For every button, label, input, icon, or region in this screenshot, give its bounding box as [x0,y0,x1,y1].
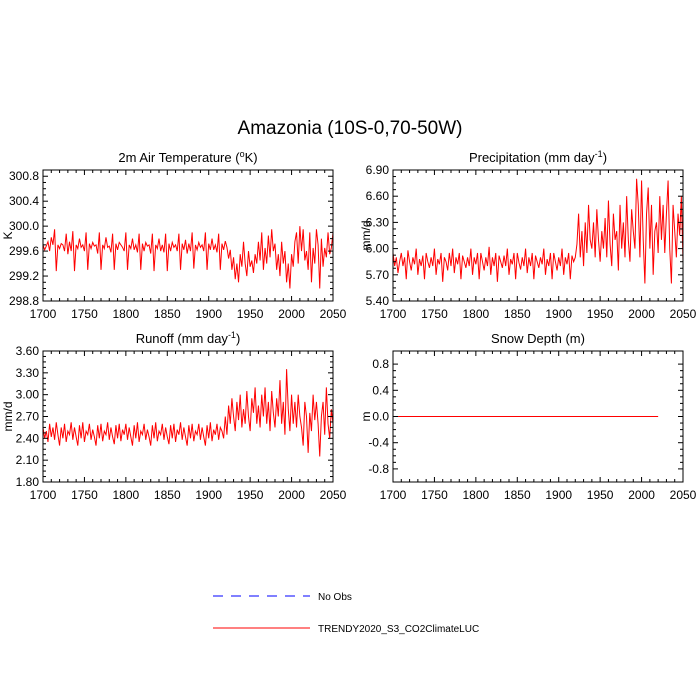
panel-title-main: Runoff (mm day [136,331,229,346]
y-tick-label: 300.0 [9,219,39,233]
y-axis-label: K [1,231,15,239]
panel-title: Runoff (mm day-1) [136,330,241,346]
y-tick-label: 5.70 [366,268,390,282]
panel-title-superscript: -1 [595,149,603,159]
panel-title-main: Snow Depth (m) [491,331,585,346]
y-tick-label: 3.30 [16,366,40,380]
y-tick-label: -0.8 [368,462,389,476]
x-tick-label: 2050 [670,307,697,321]
x-tick-label: 1950 [587,488,614,502]
y-tick-label: 300.8 [9,169,39,183]
y-tick-label: 299.6 [9,244,39,258]
series-line [43,369,333,457]
x-tick-label: 1950 [237,307,264,321]
panel-title: Snow Depth (m) [491,331,585,346]
legend-label: No Obs [318,592,352,603]
y-tick-label: 1.80 [16,475,40,489]
x-tick-label: 1850 [154,488,181,502]
y-tick-label: 3.60 [16,344,40,358]
x-tick-label: 2000 [278,307,305,321]
panel-title-superscript: -1 [228,330,236,340]
y-tick-label: 0.4 [372,383,389,397]
panel-3: Runoff (mm day-1) 1700 1750 1800 1850 1900 195… [1,330,347,502]
x-tick-label: 1800 [463,307,490,321]
panel-4: Snow Depth (m) 1700 1750 1800 1850 1900 1950 20… [359,331,697,502]
y-tick-label: 3.00 [16,388,40,402]
plot-frame [42,169,334,302]
panel-title-end: K) [245,150,258,165]
y-tick-label: 0.0 [372,410,389,424]
y-tick-label: 300.4 [9,194,39,208]
plot-frame [42,350,334,483]
panel-title-end: ) [603,150,607,165]
x-tick-label: 1700 [30,488,57,502]
y-axis-label: mm/d [1,402,15,432]
x-tick-label: 2050 [320,307,347,321]
y-tick-label: 2.40 [16,431,40,445]
y-tick-label: 6.90 [366,163,390,177]
x-tick-label: 1750 [421,488,448,502]
x-tick-label: 1850 [504,307,531,321]
y-tick-label: 2.70 [16,410,40,424]
series-line [43,226,333,289]
x-tick-label: 1800 [113,488,140,502]
series-line [393,178,683,284]
y-tick-label: 2.10 [16,453,40,467]
x-tick-label: 1700 [380,488,407,502]
x-tick-label: 1700 [380,307,407,321]
panel-title: 2m Air Temperature (oK) [118,149,257,165]
figure-title: Amazonia (10S-0,70-50W) [238,118,463,139]
y-tick-label: 6.30 [366,215,390,229]
x-tick-label: 2000 [628,488,655,502]
y-tick-label: 6.00 [366,242,390,256]
x-tick-label: 1700 [30,307,57,321]
panel-2: Precipitation (mm day-1) 1700 1750 1800 1850… [359,149,697,321]
x-tick-label: 1800 [113,307,140,321]
x-tick-label: 1750 [71,307,98,321]
x-tick-label: 2050 [320,488,347,502]
panel-title: Precipitation (mm day-1) [469,149,607,165]
y-tick-label: 299.2 [9,269,39,283]
panels-group: 2m Air Temperature (oK)1700 1750 1800 1850 1… [1,149,697,502]
x-tick-label: 1900 [195,307,222,321]
y-axis-label: m [359,412,373,422]
panel-title-superscript: o [240,149,245,159]
x-tick-label: 1950 [237,488,264,502]
y-tick-label: 5.40 [366,294,390,308]
x-tick-label: 1750 [421,307,448,321]
y-tick-label: 6.60 [366,189,390,203]
x-tick-label: 2000 [278,488,305,502]
y-tick-label: 0.8 [372,357,389,371]
x-tick-label: 2000 [628,307,655,321]
x-tick-label: 1750 [71,488,98,502]
panel-1: 2m Air Temperature (oK) 1700 1750 1800 1850 1… [1,149,347,321]
y-axis-label: mm/d [359,221,373,251]
legend: No Obs TRENDY2020_S3_CO2ClimateLUC [213,592,479,635]
y-tick-label: 298.8 [9,294,39,308]
x-tick-label: 1800 [463,488,490,502]
x-tick-label: 1850 [154,307,181,321]
x-tick-label: 1850 [504,488,531,502]
x-tick-label: 1900 [195,488,222,502]
x-tick-label: 1950 [587,307,614,321]
x-tick-label: 2050 [670,488,697,502]
panel-title-end: ) [236,331,240,346]
x-tick-label: 1900 [545,488,572,502]
x-tick-label: 1900 [545,307,572,321]
legend-label: TRENDY2020_S3_CO2ClimateLUC [318,624,479,635]
panel-title-main: Precipitation (mm day [469,150,595,165]
y-tick-label: -0.4 [368,436,389,450]
panel-title-main: 2m Air Temperature ( [118,150,240,165]
